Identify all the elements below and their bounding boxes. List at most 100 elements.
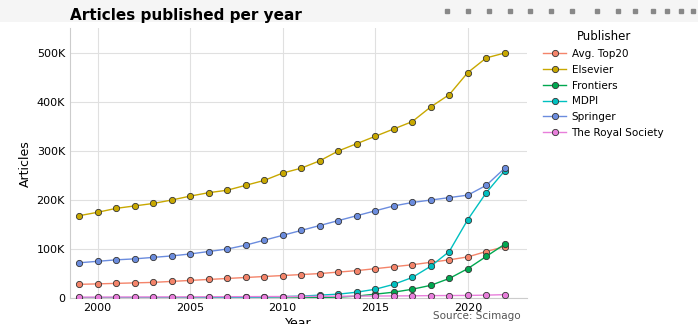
- Springer: [242, 243, 250, 247]
- Avg. Top20: [223, 276, 231, 280]
- Text: Source: Scimago: Source: Scimago: [433, 311, 521, 321]
- Frontiers: [315, 295, 324, 299]
- Frontiers: [242, 296, 250, 300]
- The Royal Society: [168, 295, 176, 299]
- Springer: [131, 257, 139, 261]
- MDPI: [315, 293, 324, 297]
- Line: Elsevier: Elsevier: [76, 50, 508, 219]
- Elsevier: [131, 204, 139, 208]
- Line: Springer: Springer: [76, 165, 508, 266]
- Frontiers: [463, 267, 472, 271]
- MDPI: [223, 295, 231, 299]
- The Royal Society: [242, 295, 250, 299]
- MDPI: [352, 290, 361, 294]
- Elsevier: [500, 51, 509, 55]
- Frontiers: [445, 276, 454, 280]
- MDPI: [168, 296, 176, 300]
- The Royal Society: [482, 293, 491, 297]
- Springer: [408, 201, 417, 204]
- Frontiers: [426, 284, 435, 287]
- Springer: [371, 209, 380, 213]
- Springer: [352, 214, 361, 218]
- MDPI: [371, 287, 380, 291]
- Elsevier: [463, 71, 472, 75]
- Avg. Top20: [463, 255, 472, 259]
- Frontiers: [112, 296, 120, 300]
- Avg. Top20: [297, 272, 305, 276]
- Elsevier: [94, 210, 102, 214]
- Springer: [463, 193, 472, 197]
- The Royal Society: [463, 294, 472, 297]
- Avg. Top20: [426, 260, 435, 264]
- Springer: [223, 247, 231, 251]
- Frontiers: [75, 296, 83, 300]
- Y-axis label: Articles: Articles: [20, 140, 32, 187]
- The Royal Society: [223, 295, 231, 299]
- The Royal Society: [334, 294, 343, 298]
- MDPI: [131, 296, 139, 300]
- Avg. Top20: [389, 265, 398, 269]
- Frontiers: [389, 290, 398, 294]
- The Royal Society: [389, 294, 398, 298]
- The Royal Society: [131, 295, 139, 299]
- The Royal Society: [315, 295, 324, 298]
- Line: MDPI: MDPI: [76, 168, 508, 301]
- The Royal Society: [94, 295, 102, 299]
- MDPI: [482, 191, 491, 195]
- The Royal Society: [297, 295, 305, 298]
- Legend: Avg. Top20, Elsevier, Frontiers, MDPI, Springer, The Royal Society: Avg. Top20, Elsevier, Frontiers, MDPI, S…: [542, 28, 667, 140]
- Text: Articles published per year: Articles published per year: [70, 8, 302, 23]
- MDPI: [205, 296, 213, 300]
- Elsevier: [371, 134, 380, 138]
- Springer: [260, 238, 268, 242]
- MDPI: [463, 218, 472, 222]
- Elsevier: [75, 214, 83, 218]
- Springer: [334, 219, 343, 223]
- The Royal Society: [279, 295, 287, 298]
- Frontiers: [297, 296, 305, 300]
- Elsevier: [149, 202, 157, 205]
- Avg. Top20: [186, 279, 194, 283]
- Avg. Top20: [315, 272, 324, 275]
- Springer: [94, 260, 102, 263]
- Line: The Royal Society: The Royal Society: [76, 292, 508, 300]
- MDPI: [389, 283, 398, 286]
- Elsevier: [408, 120, 417, 123]
- The Royal Society: [371, 294, 380, 298]
- Springer: [168, 254, 176, 258]
- MDPI: [279, 295, 287, 298]
- MDPI: [112, 296, 120, 300]
- Elsevier: [186, 194, 194, 198]
- Springer: [500, 166, 509, 170]
- Avg. Top20: [334, 270, 343, 274]
- Elsevier: [334, 149, 343, 153]
- Line: Frontiers: Frontiers: [76, 241, 508, 301]
- Elsevier: [445, 93, 454, 97]
- Frontiers: [408, 287, 417, 291]
- MDPI: [75, 296, 83, 300]
- Avg. Top20: [408, 263, 417, 267]
- Frontiers: [186, 296, 194, 300]
- The Royal Society: [445, 294, 454, 297]
- Frontiers: [149, 296, 157, 300]
- Frontiers: [500, 242, 509, 246]
- Elsevier: [112, 206, 120, 210]
- Avg. Top20: [352, 269, 361, 272]
- Avg. Top20: [131, 281, 139, 285]
- MDPI: [260, 295, 268, 299]
- The Royal Society: [149, 295, 157, 299]
- Elsevier: [260, 179, 268, 182]
- Frontiers: [352, 294, 361, 298]
- MDPI: [500, 169, 509, 173]
- Elsevier: [315, 159, 324, 163]
- Elsevier: [242, 183, 250, 187]
- Frontiers: [279, 296, 287, 300]
- MDPI: [334, 292, 343, 296]
- Springer: [112, 258, 120, 262]
- Avg. Top20: [149, 281, 157, 284]
- Springer: [149, 255, 157, 259]
- Elsevier: [389, 127, 398, 131]
- MDPI: [94, 296, 102, 300]
- Springer: [482, 183, 491, 187]
- Springer: [315, 224, 324, 227]
